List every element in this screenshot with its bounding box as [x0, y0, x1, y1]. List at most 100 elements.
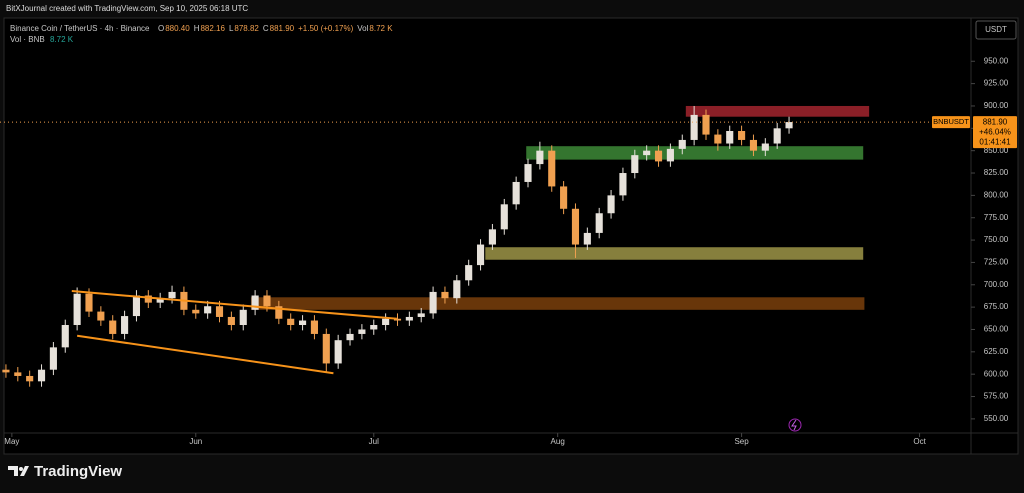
legend-label: Vol	[357, 24, 368, 33]
candle-body	[215, 306, 224, 317]
brand: TradingView	[34, 463, 122, 480]
y-tick-label: 675.00	[984, 302, 1009, 311]
y-tick-label: 800.00	[984, 190, 1009, 199]
candle-body	[346, 333, 354, 341]
x-tick-label: Jul	[369, 437, 379, 446]
legend-value: 882.16	[200, 24, 225, 33]
price-tag	[973, 116, 1017, 149]
y-tick-label: 575.00	[984, 392, 1009, 401]
currency-box	[975, 20, 1017, 40]
candle-body	[607, 195, 615, 214]
candle-body	[749, 139, 758, 151]
candle-body	[524, 164, 532, 182]
watermark: BitXJournal created with TradingView.com…	[6, 4, 248, 13]
candle-body	[500, 204, 508, 230]
candle-body	[109, 320, 117, 334]
candle-body	[488, 229, 496, 245]
candle-body	[73, 293, 81, 326]
zone	[685, 105, 870, 117]
legend-label: L	[229, 24, 234, 33]
candle-body	[690, 114, 698, 140]
candle-body	[358, 329, 366, 334]
y-tick-label: 650.00	[984, 325, 1009, 334]
candle-body	[429, 291, 437, 314]
candle-body	[251, 295, 259, 310]
candle-body	[382, 318, 390, 326]
candle-body	[643, 150, 651, 156]
candle-body	[595, 213, 603, 233]
legend-value: 881.90	[270, 24, 295, 33]
volume-value: 8.72 K	[50, 35, 74, 44]
y-tick-label: 550.00	[984, 414, 1009, 423]
plot-frame	[3, 17, 1019, 455]
candle-body	[619, 173, 627, 196]
candle-body	[761, 143, 769, 151]
candle-body	[405, 316, 413, 321]
trendline	[71, 290, 397, 320]
candle-body	[322, 333, 330, 364]
x-tick-label: Aug	[551, 437, 565, 446]
x-tick-label: May	[4, 437, 19, 446]
candle-body	[465, 265, 473, 281]
candle-body	[393, 318, 402, 321]
candle-body	[773, 128, 781, 144]
candle-body	[738, 131, 746, 140]
candle-body	[702, 114, 710, 135]
legend-value: 880.40	[165, 24, 190, 33]
candle-body	[239, 309, 247, 326]
candle-body	[14, 372, 22, 376]
price-tag-countdown: 01:41:41	[979, 137, 1011, 146]
candle-body	[287, 318, 295, 326]
candle-body	[441, 291, 449, 299]
candle-body	[26, 375, 34, 382]
candle-body	[156, 298, 164, 303]
candle-body	[263, 295, 271, 307]
symbol-tag-text: BNBUSDT	[933, 117, 969, 126]
candle-body	[204, 306, 212, 314]
currency: USDT	[985, 25, 1007, 34]
trendline	[76, 334, 334, 375]
candle-body	[666, 148, 674, 162]
y-tick-label: 850.00	[984, 146, 1009, 155]
candle-body	[583, 232, 591, 245]
candle-body	[785, 122, 793, 129]
y-tick-label: 750.00	[984, 235, 1009, 244]
candle-body	[227, 316, 235, 326]
candle-body	[548, 150, 556, 187]
price-tag-change: +46.04%	[979, 127, 1011, 136]
candle-body	[726, 131, 734, 144]
candle-body	[121, 316, 129, 334]
candle-body	[144, 295, 152, 303]
zone	[250, 297, 865, 310]
y-tick-label: 950.00	[984, 56, 1009, 65]
candle-body	[2, 369, 10, 373]
candle-body	[560, 186, 568, 209]
candle-body	[192, 309, 200, 314]
price-tag-value: 881.90	[983, 117, 1008, 126]
candle-body	[334, 340, 342, 364]
event-icon	[788, 418, 802, 432]
logo-dot	[19, 467, 23, 471]
candle-body	[85, 293, 93, 312]
candle-body	[654, 150, 663, 162]
candle-body	[168, 291, 176, 299]
candle-body	[49, 347, 57, 370]
candle-body	[132, 295, 141, 317]
x-tick-label: Oct	[913, 437, 926, 446]
x-tick-label: Sep	[734, 437, 749, 446]
symbol-title: Binance Coin / TetherUS · 4h · Binance	[10, 24, 150, 33]
candle-body	[512, 181, 520, 205]
event-icon-bolt	[791, 419, 797, 431]
legend-value: 8.72 K	[369, 24, 393, 33]
candle-body	[61, 325, 69, 348]
y-tick-label: 625.00	[984, 347, 1009, 356]
y-tick-label: 725.00	[984, 258, 1009, 267]
candle-body	[37, 369, 46, 382]
candle-body	[476, 244, 485, 266]
candle-body	[97, 311, 105, 321]
candle-body	[571, 208, 580, 245]
candle-body	[310, 320, 318, 334]
x-tick-label: Jun	[189, 437, 202, 446]
legend-label: H	[194, 24, 200, 33]
